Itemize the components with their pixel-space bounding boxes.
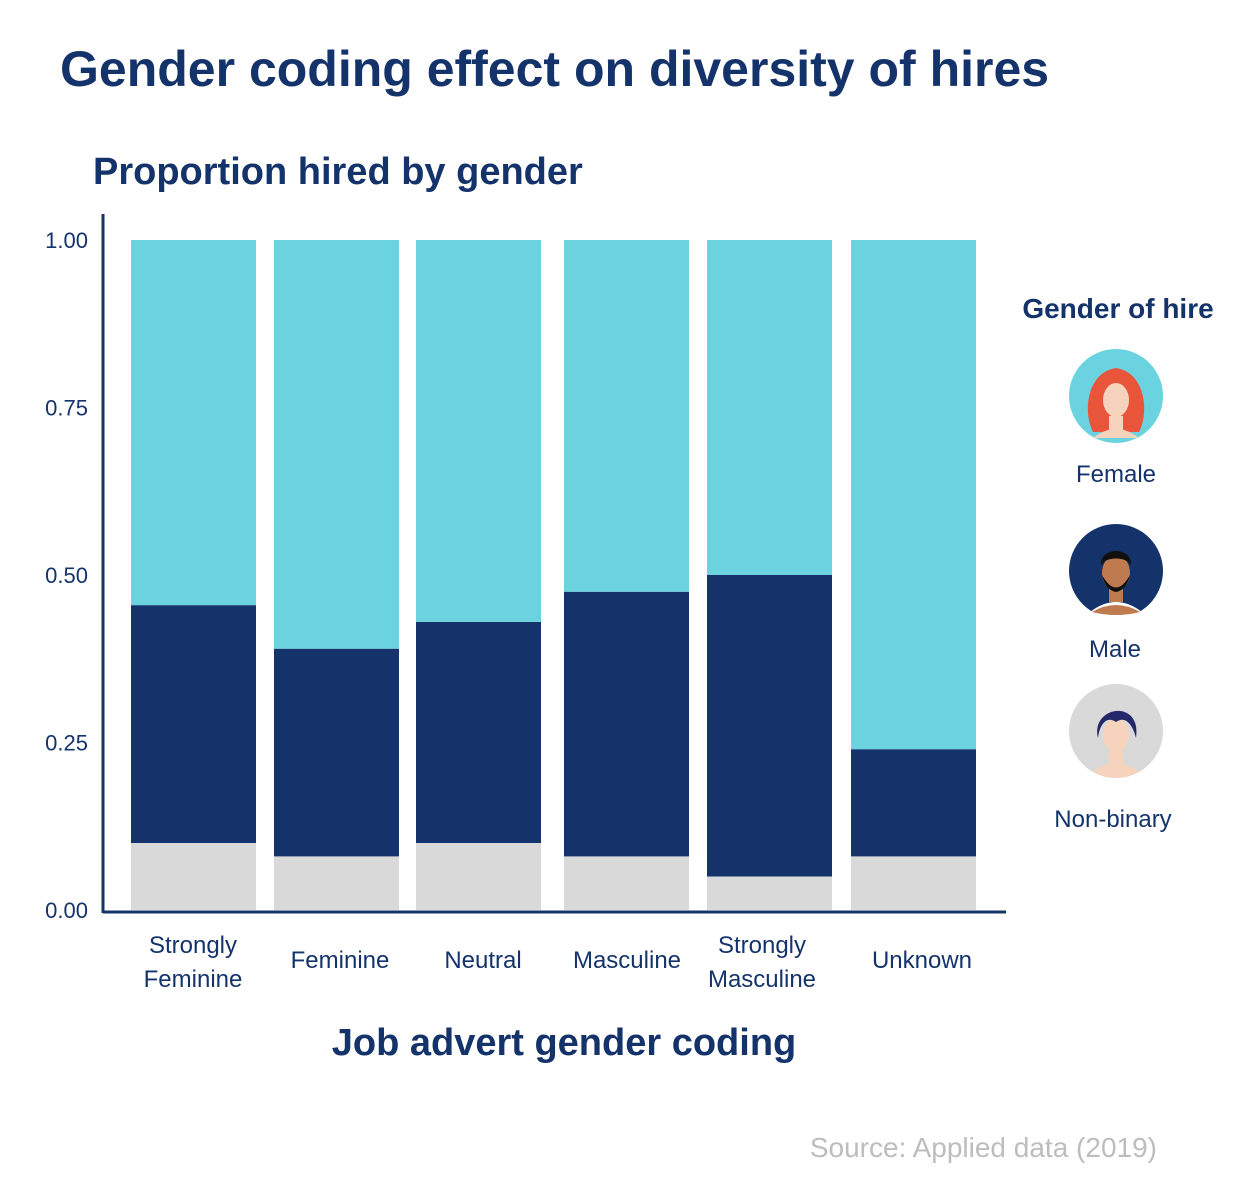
legend-label-male: Male [1089, 636, 1141, 663]
bar-male-5 [851, 749, 976, 857]
bar-male-3 [564, 591, 689, 857]
legend-label-female: Female [1076, 461, 1156, 488]
x-tick-label: Neutral [444, 947, 521, 974]
x-axis-label: Job advert gender coding [332, 1022, 797, 1064]
x-tick-label: Strongly Masculine [708, 932, 816, 993]
y-tick-label: 1.00 [45, 228, 88, 253]
y-tick-label: 0.25 [45, 731, 88, 756]
bar-non_binary-1 [274, 856, 399, 910]
bar-male-0 [131, 605, 256, 843]
x-tick-label: Unknown [872, 947, 972, 974]
bar-male-2 [416, 621, 541, 843]
bar-male-1 [274, 648, 399, 857]
x-tick-label: Masculine [573, 947, 681, 974]
x-axis-ticks: Strongly Feminine Feminine Neutral Masculine… [144, 932, 972, 993]
chart-title: Gender coding effect on diversity of hir… [60, 41, 1049, 97]
bar-non_binary-2 [416, 843, 541, 910]
bar-non_binary-5 [851, 856, 976, 910]
bar-non_binary-0 [131, 843, 256, 910]
bar-non_binary-3 [564, 856, 689, 910]
x-tick-label: Strongly Feminine [144, 932, 243, 993]
male-avatar-icon [1069, 524, 1163, 620]
chart-subtitle: Proportion hired by gender [93, 151, 583, 193]
bar-female-3 [564, 240, 689, 592]
bars-group [131, 240, 976, 910]
y-tick-label: 0.50 [45, 563, 88, 588]
legend: Gender of hire Female Male [1022, 293, 1213, 833]
bar-female-0 [131, 240, 256, 606]
legend-label-non-binary: Non-binary [1054, 806, 1171, 833]
bar-female-5 [851, 240, 976, 750]
female-avatar-icon [1069, 349, 1163, 443]
bar-male-4 [707, 575, 832, 877]
non-binary-avatar-icon [1069, 684, 1163, 779]
x-tick-label: Feminine [291, 947, 390, 974]
y-tick-label: 0.00 [45, 898, 88, 923]
y-tick-label: 0.75 [45, 396, 88, 421]
bar-female-4 [707, 240, 832, 575]
y-axis-ticks: 0.00 0.25 0.50 0.75 1.00 [45, 228, 88, 923]
bar-female-2 [416, 240, 541, 622]
bar-female-1 [274, 240, 399, 649]
legend-title: Gender of hire [1022, 293, 1213, 324]
source-note: Source: Applied data (2019) [810, 1132, 1157, 1163]
bar-non_binary-4 [707, 876, 832, 910]
